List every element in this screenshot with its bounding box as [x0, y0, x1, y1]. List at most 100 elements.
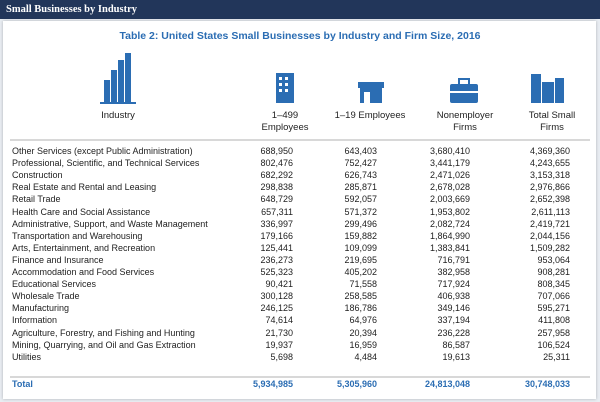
number-cell: 688,950	[260, 146, 293, 156]
buildings-icon	[531, 74, 564, 103]
briefcase-icon	[450, 78, 478, 103]
number-cell: 2,044,156	[529, 230, 570, 241]
column-header: 1–19 Employees	[334, 110, 406, 121]
number-cell: 257,958	[537, 327, 570, 338]
number-cell: 382,958	[437, 267, 470, 277]
number-cell: 300,128	[260, 291, 293, 302]
number-cell: 2,419,721	[529, 218, 570, 229]
building-icon	[276, 73, 294, 103]
number-cell: 525,323	[260, 267, 293, 277]
number-cell: 74,614	[265, 315, 293, 326]
shop-icon	[358, 82, 384, 103]
number-cell: 953,064	[537, 254, 570, 265]
industry-cell: Arts, Entertainment, and Recreation	[12, 242, 156, 253]
number-cell: 125,441	[260, 242, 293, 253]
number-cell: 411,808	[538, 315, 570, 326]
number-cell: 717,924	[437, 279, 470, 290]
industry-cell: Real Estate and Rental and Leasing	[12, 182, 157, 193]
number-cell: 571,372	[344, 206, 377, 217]
number-cell: 595,271	[537, 303, 570, 314]
number-cell: 16,959	[349, 339, 377, 350]
number-cell: 24,813,048	[424, 379, 470, 389]
number-cell: 258,585	[344, 291, 377, 302]
number-cell: 406,938	[437, 291, 470, 302]
number-cell: 657,311	[261, 206, 293, 217]
industry-cell: Educational Services	[12, 279, 97, 290]
column-header: Industry	[101, 110, 135, 121]
number-cell: 707,066	[537, 291, 570, 302]
number-cell: 4,484	[354, 351, 377, 362]
number-cell: 752,427	[344, 158, 377, 169]
industry-cell: Administrative, Support, and Waste Manag…	[12, 218, 208, 229]
industry-cell: Finance and Insurance	[12, 254, 104, 265]
industry-cell: Retail Trade	[12, 194, 61, 205]
industry-icon	[100, 53, 136, 104]
number-cell: 682,292	[260, 170, 293, 181]
number-cell: 643,403	[344, 146, 377, 156]
number-cell: 1,509,282	[529, 242, 570, 253]
number-cell: 802,476	[260, 158, 293, 169]
number-cell: 3,680,410	[429, 146, 470, 156]
number-cell: 1,953,802	[429, 206, 470, 217]
number-cell: 285,871	[344, 182, 377, 193]
number-cell: 2,976,866	[529, 182, 570, 193]
number-cell: 2,082,724	[429, 218, 470, 229]
number-cell: 2,003,669	[429, 194, 470, 205]
industry-cell: Other Services (except Public Administra…	[12, 146, 193, 156]
number-cell: 86,587	[442, 339, 470, 350]
number-cell: 5,305,960	[336, 379, 377, 389]
number-cell: 4,243,655	[529, 158, 570, 169]
number-cell: 219,695	[344, 254, 377, 265]
industry-cell: Information	[12, 315, 58, 326]
number-cell: 908,281	[537, 267, 570, 277]
number-cell: 5,934,985	[252, 379, 293, 389]
number-cell: 179,166	[260, 230, 293, 241]
number-cell: 19,937	[265, 339, 293, 350]
industry-cell: Transportation and Warehousing	[12, 230, 143, 241]
industry-cell: Utilities	[12, 351, 42, 362]
number-cell: 20,394	[349, 327, 377, 338]
number-cell: 25,311	[543, 351, 570, 362]
number-cell: 19,613	[442, 351, 470, 362]
number-cell: 71,558	[349, 279, 377, 290]
number-cell: 236,228	[437, 327, 470, 338]
industry-cell: Total	[12, 379, 33, 389]
industry-cell: Accommodation and Food Services	[12, 267, 155, 277]
number-cell: 337,194	[437, 315, 470, 326]
industry-cell: Agriculture, Forestry, and Fishing and H…	[12, 327, 195, 338]
card	[3, 21, 596, 399]
number-cell: 5,698	[270, 351, 293, 362]
number-cell: 592,057	[344, 194, 377, 205]
number-cell: 808,345	[537, 279, 570, 290]
number-cell: 299,496	[344, 218, 377, 229]
number-cell: 30,748,033	[524, 379, 570, 389]
number-cell: 21,730	[265, 327, 293, 338]
number-cell: 2,678,028	[429, 182, 470, 193]
number-cell: 3,153,318	[529, 170, 570, 181]
number-cell: 298,838	[260, 182, 293, 193]
number-cell: 109,099	[344, 242, 377, 253]
number-cell: 159,882	[344, 230, 377, 241]
number-cell: 336,997	[260, 218, 293, 229]
number-cell: 2,611,113	[531, 206, 570, 217]
number-cell: 626,743	[344, 170, 377, 181]
header-bar: Small Businesses by Industry	[0, 0, 600, 19]
number-cell: 405,202	[344, 267, 377, 277]
number-cell: 4,369,360	[529, 146, 570, 156]
number-cell: 236,273	[260, 254, 293, 265]
industry-cell: Professional, Scientific, and Technical …	[12, 158, 200, 169]
column-header: 1–499 Employees	[261, 110, 309, 133]
industry-cell: Manufacturing	[12, 303, 70, 314]
number-cell: 90,421	[265, 279, 293, 290]
number-cell: 3,441,179	[429, 158, 470, 169]
industry-cell: Wholesale Trade	[12, 291, 80, 302]
number-cell: 716,791	[437, 254, 470, 265]
number-cell: 106,524	[537, 339, 570, 350]
industry-cell: Health Care and Social Assistance	[12, 206, 151, 217]
number-cell: 2,652,398	[529, 194, 570, 205]
column-header: Nonemployer Firms	[436, 110, 494, 133]
table-title: Table 2: United States Small Businesses …	[119, 30, 481, 42]
number-cell: 186,786	[344, 303, 377, 314]
